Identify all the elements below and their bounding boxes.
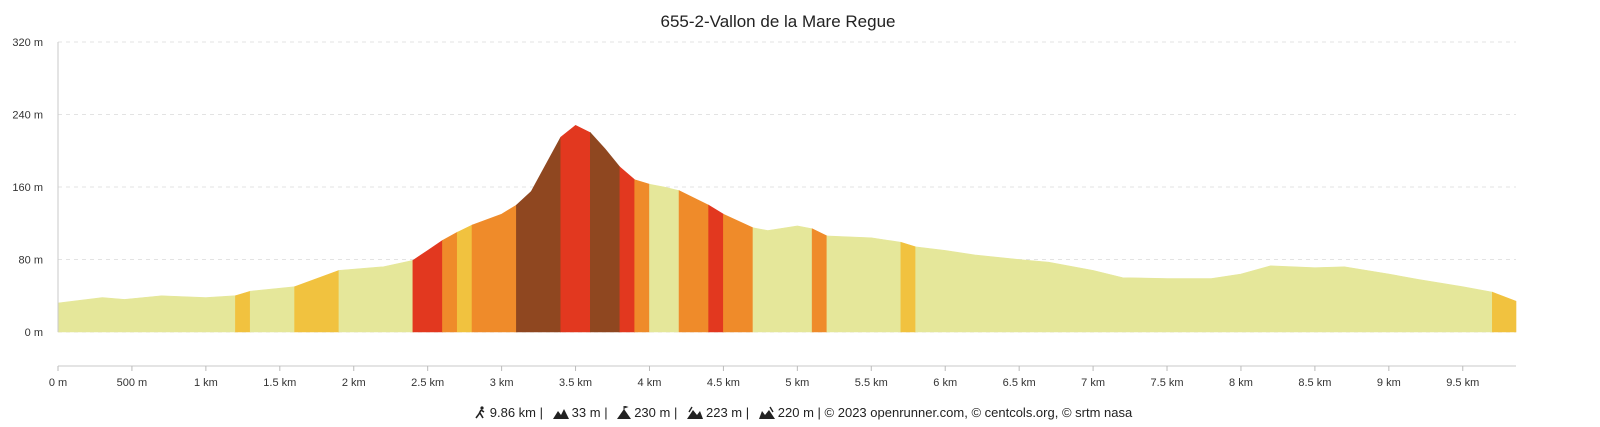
x-tick-label: 3 km: [490, 377, 514, 389]
elevation-area: [57, 125, 1517, 333]
grade-segment-light: [235, 290, 251, 333]
credits-text: © 2023 openrunner.com, © centcols.org, ©…: [824, 405, 1133, 420]
stat-min-altitude: 33 m: [571, 405, 601, 420]
grade-segment-light: [900, 241, 916, 333]
grade-segment-steep: [560, 125, 591, 333]
grade-segment-flat: [752, 225, 813, 333]
stat-descent: 220 m: [777, 405, 814, 420]
x-tick-label: 1 km: [194, 377, 218, 389]
separator: |: [539, 405, 544, 420]
grade-segment-flat: [649, 183, 680, 333]
x-tick-label: 3.5 km: [559, 377, 592, 389]
grade-segment-moderate: [723, 213, 754, 333]
grade-segment-light: [294, 269, 340, 333]
stat-ascent: 223 m: [705, 405, 743, 420]
x-tick-label: 5 km: [785, 377, 809, 389]
grade-segment-moderate: [811, 228, 828, 333]
x-tick-label: 9 km: [1377, 377, 1401, 389]
y-tick-label: 0 m: [25, 327, 43, 339]
y-axis: 0 m 80 m 160 m 240 m 320 m: [12, 37, 59, 339]
ascent-icon: [686, 405, 703, 420]
x-tick-label: 7 km: [1081, 377, 1105, 389]
mountain-min-icon: [552, 405, 569, 420]
grade-segment-flat: [338, 260, 414, 333]
separator: |: [817, 405, 821, 420]
summit-icon: [617, 405, 632, 420]
y-tick-label: 160 m: [12, 182, 43, 194]
separator: |: [673, 405, 678, 420]
stat-distance: 9.86 km: [489, 405, 537, 420]
grade-segment-light: [1492, 291, 1517, 333]
y-tick-label: 80 m: [19, 255, 43, 267]
grade-segment-steep: [708, 204, 724, 333]
x-tick-label: 5.5 km: [855, 377, 888, 389]
chart-title: 655-2-Vallon de la Mare Regue: [661, 12, 896, 31]
grade-segment-moderate: [634, 179, 650, 333]
x-tick-label: 0 m: [49, 377, 67, 389]
separator: |: [745, 405, 750, 420]
hiker-icon: [474, 405, 487, 420]
x-axis: 0 m 500 m 1 km 1.5 km 2 km 2.5 km 3 km 3.5 km 4 …: [49, 365, 1516, 389]
descent-icon: [758, 405, 775, 420]
grade-segment-flat: [249, 286, 295, 333]
grade-segment-flat: [915, 246, 1493, 333]
x-tick-label: 4 km: [638, 377, 662, 389]
x-tick-label: 6.5 km: [1003, 377, 1036, 389]
y-tick-label: 240 m: [12, 110, 43, 122]
grade-segment-very_steep: [590, 131, 621, 333]
grade-segment-steep: [619, 166, 635, 333]
stat-max-altitude: 230 m: [634, 405, 671, 420]
grade-segment-very_steep: [516, 137, 562, 333]
x-tick-label: 8.5 km: [1298, 377, 1331, 389]
grade-segment-moderate: [442, 231, 458, 333]
grade-segment-steep: [412, 239, 443, 333]
grade-segment-flat: [57, 295, 236, 333]
y-tick-label: 320 m: [12, 37, 43, 49]
x-tick-label: 4.5 km: [707, 377, 740, 389]
x-tick-label: 2.5 km: [411, 377, 444, 389]
x-tick-label: 8 km: [1229, 377, 1253, 389]
x-tick-label: 7.5 km: [1151, 377, 1184, 389]
x-tick-label: 6 km: [933, 377, 957, 389]
x-tick-label: 500 m: [117, 377, 148, 389]
x-tick-label: 2 km: [342, 377, 366, 389]
grade-segment-flat: [826, 235, 902, 333]
grade-segment-moderate: [471, 204, 517, 333]
route-stats-footer: 9.86 km | 33 m | 230 m | 223 m | 220 m |…: [0, 405, 1600, 420]
x-tick-label: 9.5 km: [1446, 377, 1479, 389]
grade-segment-moderate: [678, 190, 709, 333]
chart-canvas: 655-2-Vallon de la Mare Regue 0 m 80 m 160…: [12, 12, 1517, 389]
x-tick-label: 1.5 km: [263, 377, 296, 389]
grade-segment-light: [456, 224, 473, 333]
separator: |: [604, 405, 608, 420]
